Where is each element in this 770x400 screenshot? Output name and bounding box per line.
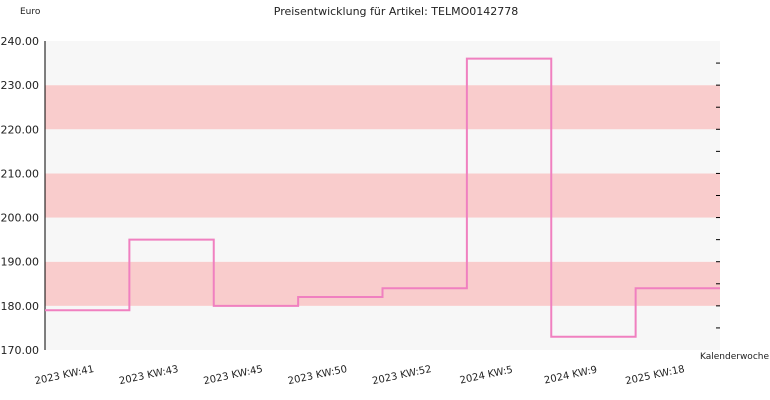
plot-band [45,129,720,174]
y-axis-label: Euro [20,7,41,17]
plot-bands [45,41,720,350]
x-tick-label: 2023 KW:50 [287,364,348,387]
x-axis-label: Kalenderwoche [700,352,769,362]
plot-band [45,261,720,306]
y-tick-label: 220.00 [1,123,40,136]
x-tick-label: 2023 KW:52 [371,364,432,387]
chart-title: Preisentwicklung für Artikel: TELMO01427… [274,5,519,18]
x-tick-label: 2023 KW:41 [34,364,95,387]
y-tick-label: 230.00 [1,79,40,92]
x-axis: 2023 KW:41 2023 KW:43 2023 KW:45 2023 KW:50… [34,364,686,387]
plot-band [45,41,720,86]
y-tick-label: 240.00 [1,35,40,48]
y-tick-label: 200.00 [1,212,40,225]
plot-band [45,305,720,350]
x-tick-label: 2024 KW:9 [543,365,598,387]
right-axis-ticks [716,62,720,329]
plot-band [45,85,720,130]
y-axis: 170.00 180.00 190.00 200.00 210.00 220.00 230.… [1,35,46,357]
y-tick-label: 190.00 [1,256,40,269]
y-tick-label: 210.00 [1,167,40,180]
x-tick-label: 2023 KW:45 [203,364,264,387]
y-tick-label: 170.00 [1,344,40,357]
y-tick-label: 180.00 [1,300,40,313]
x-tick-label: 2023 KW:43 [118,364,179,387]
plot-band [45,173,720,218]
x-tick-label: 2025 KW:18 [625,364,686,387]
price-series-line [45,57,720,338]
x-tick-label: 2024 KW:5 [459,365,514,387]
